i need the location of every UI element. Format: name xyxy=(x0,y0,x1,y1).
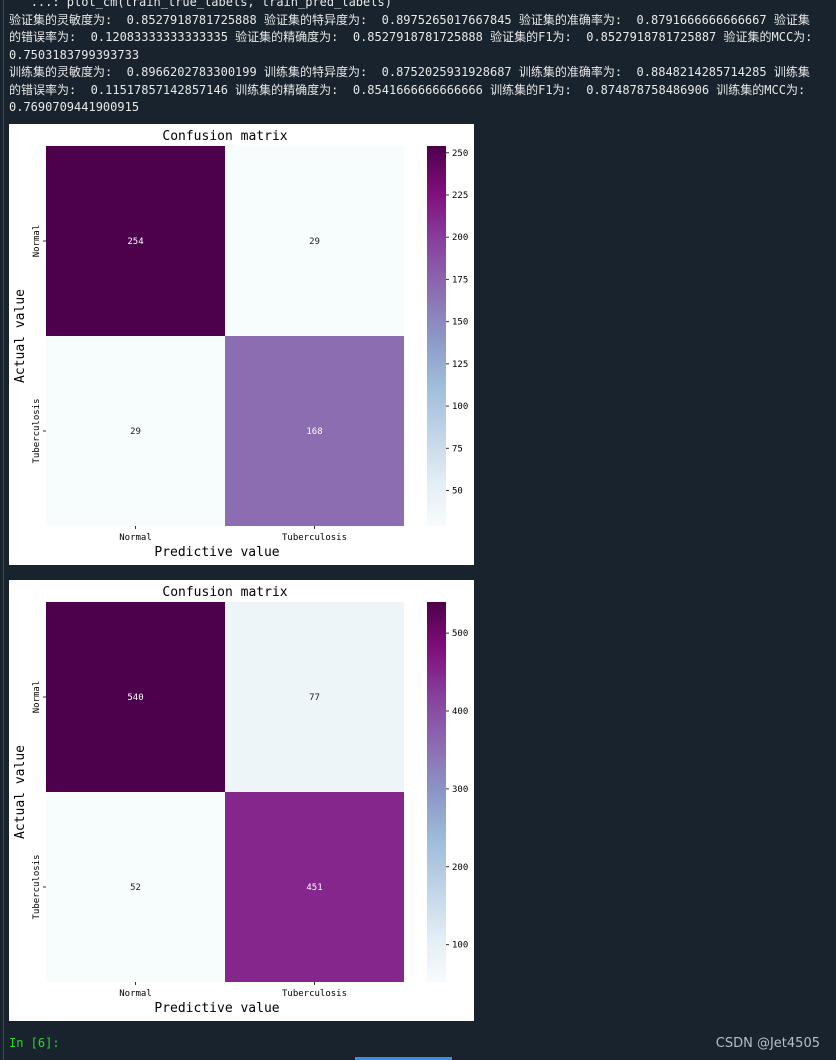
x-tick-label: Normal xyxy=(119,533,152,543)
output-line: 训练集的灵敏度为: 0.8966202783300199 训练集的特异度为: 0… xyxy=(9,65,820,114)
colorbar-tick-label: 500 xyxy=(452,629,468,639)
colorbar-tick-label: 400 xyxy=(452,707,468,717)
x-tick-label: Tuberculosis xyxy=(282,989,347,999)
heatmap-cell xyxy=(46,336,225,526)
heatmap-cell xyxy=(46,792,225,982)
chart: Confusion matrix 540 77 52 451 Normal Tubercul… xyxy=(13,585,468,1016)
chart-title: Confusion matrix xyxy=(162,585,287,600)
cell-label: 29 xyxy=(309,237,320,247)
cell-label: 254 xyxy=(127,237,143,247)
chart-title: Confusion matrix xyxy=(162,129,287,144)
x-tick-label: Normal xyxy=(119,989,152,999)
heatmap-cell xyxy=(225,336,404,526)
y-tick-label: Tuberculosis xyxy=(32,398,42,463)
y-axis-label: Actual value xyxy=(13,289,28,383)
colorbar-tick-label: 200 xyxy=(452,233,468,243)
cell-edge xyxy=(3,0,4,1060)
colorbar-tick-label: 175 xyxy=(452,275,468,285)
cell-label: 52 xyxy=(130,883,141,893)
heatmap-cell xyxy=(225,792,404,982)
colorbar-tick-label: 100 xyxy=(452,941,468,951)
y-tick-label: Tuberculosis xyxy=(32,854,42,919)
y-axis-label: Actual value xyxy=(13,745,28,839)
colorbar-tick-label: 50 xyxy=(452,487,463,497)
cell-output: ...: plot_cm(train_true_labels, train_pr… xyxy=(9,0,821,117)
chart: Confusion matrix 254 29 29 168 Normal Tubercul… xyxy=(13,129,468,560)
colorbar-tick-label: 300 xyxy=(452,785,468,795)
echo-line: ...: plot_cm(train_true_labels, train_pr… xyxy=(9,0,392,9)
heatmap-cell xyxy=(225,146,404,336)
colorbar-tick-label: 150 xyxy=(452,318,468,328)
heatmap-cell xyxy=(46,602,225,792)
cell-label: 29 xyxy=(130,427,141,437)
figure: Confusion matrix 540 77 52 451 Normal Tubercul… xyxy=(9,580,474,1021)
colorbar-tick-label: 200 xyxy=(452,863,468,873)
scrollbar[interactable] xyxy=(355,1057,452,1060)
colorbar-tick-label: 225 xyxy=(452,191,468,201)
cell-label: 451 xyxy=(306,883,322,893)
x-axis-label: Predictive value xyxy=(154,545,279,560)
figure: Confusion matrix 254 29 29 168 Normal Tubercul… xyxy=(9,124,474,565)
output-line: 验证集的灵敏度为: 0.8527918781725888 验证集的特异度为: 0… xyxy=(9,12,827,62)
y-tick-label: Normal xyxy=(32,225,42,258)
colorbar-tick-label: 75 xyxy=(452,444,463,454)
x-tick-label: Tuberculosis xyxy=(282,533,347,543)
input-prompt[interactable]: In [6]: xyxy=(9,1036,60,1050)
x-axis-label: Predictive value xyxy=(154,1001,279,1016)
watermark: CSDN @Jet4505 xyxy=(715,1036,820,1051)
cell-label: 540 xyxy=(127,693,143,703)
cell-label: 168 xyxy=(306,427,322,437)
colorbar-tick-label: 100 xyxy=(452,402,468,412)
heatmap-cell xyxy=(46,146,225,336)
colorbar-tick-label: 125 xyxy=(452,360,468,370)
colorbar-tick-label: 250 xyxy=(452,149,468,159)
colorbar xyxy=(427,146,446,526)
heatmap-cell xyxy=(225,602,404,792)
colorbar xyxy=(427,602,446,982)
y-tick-label: Normal xyxy=(32,681,42,714)
cell-label: 77 xyxy=(309,693,320,703)
